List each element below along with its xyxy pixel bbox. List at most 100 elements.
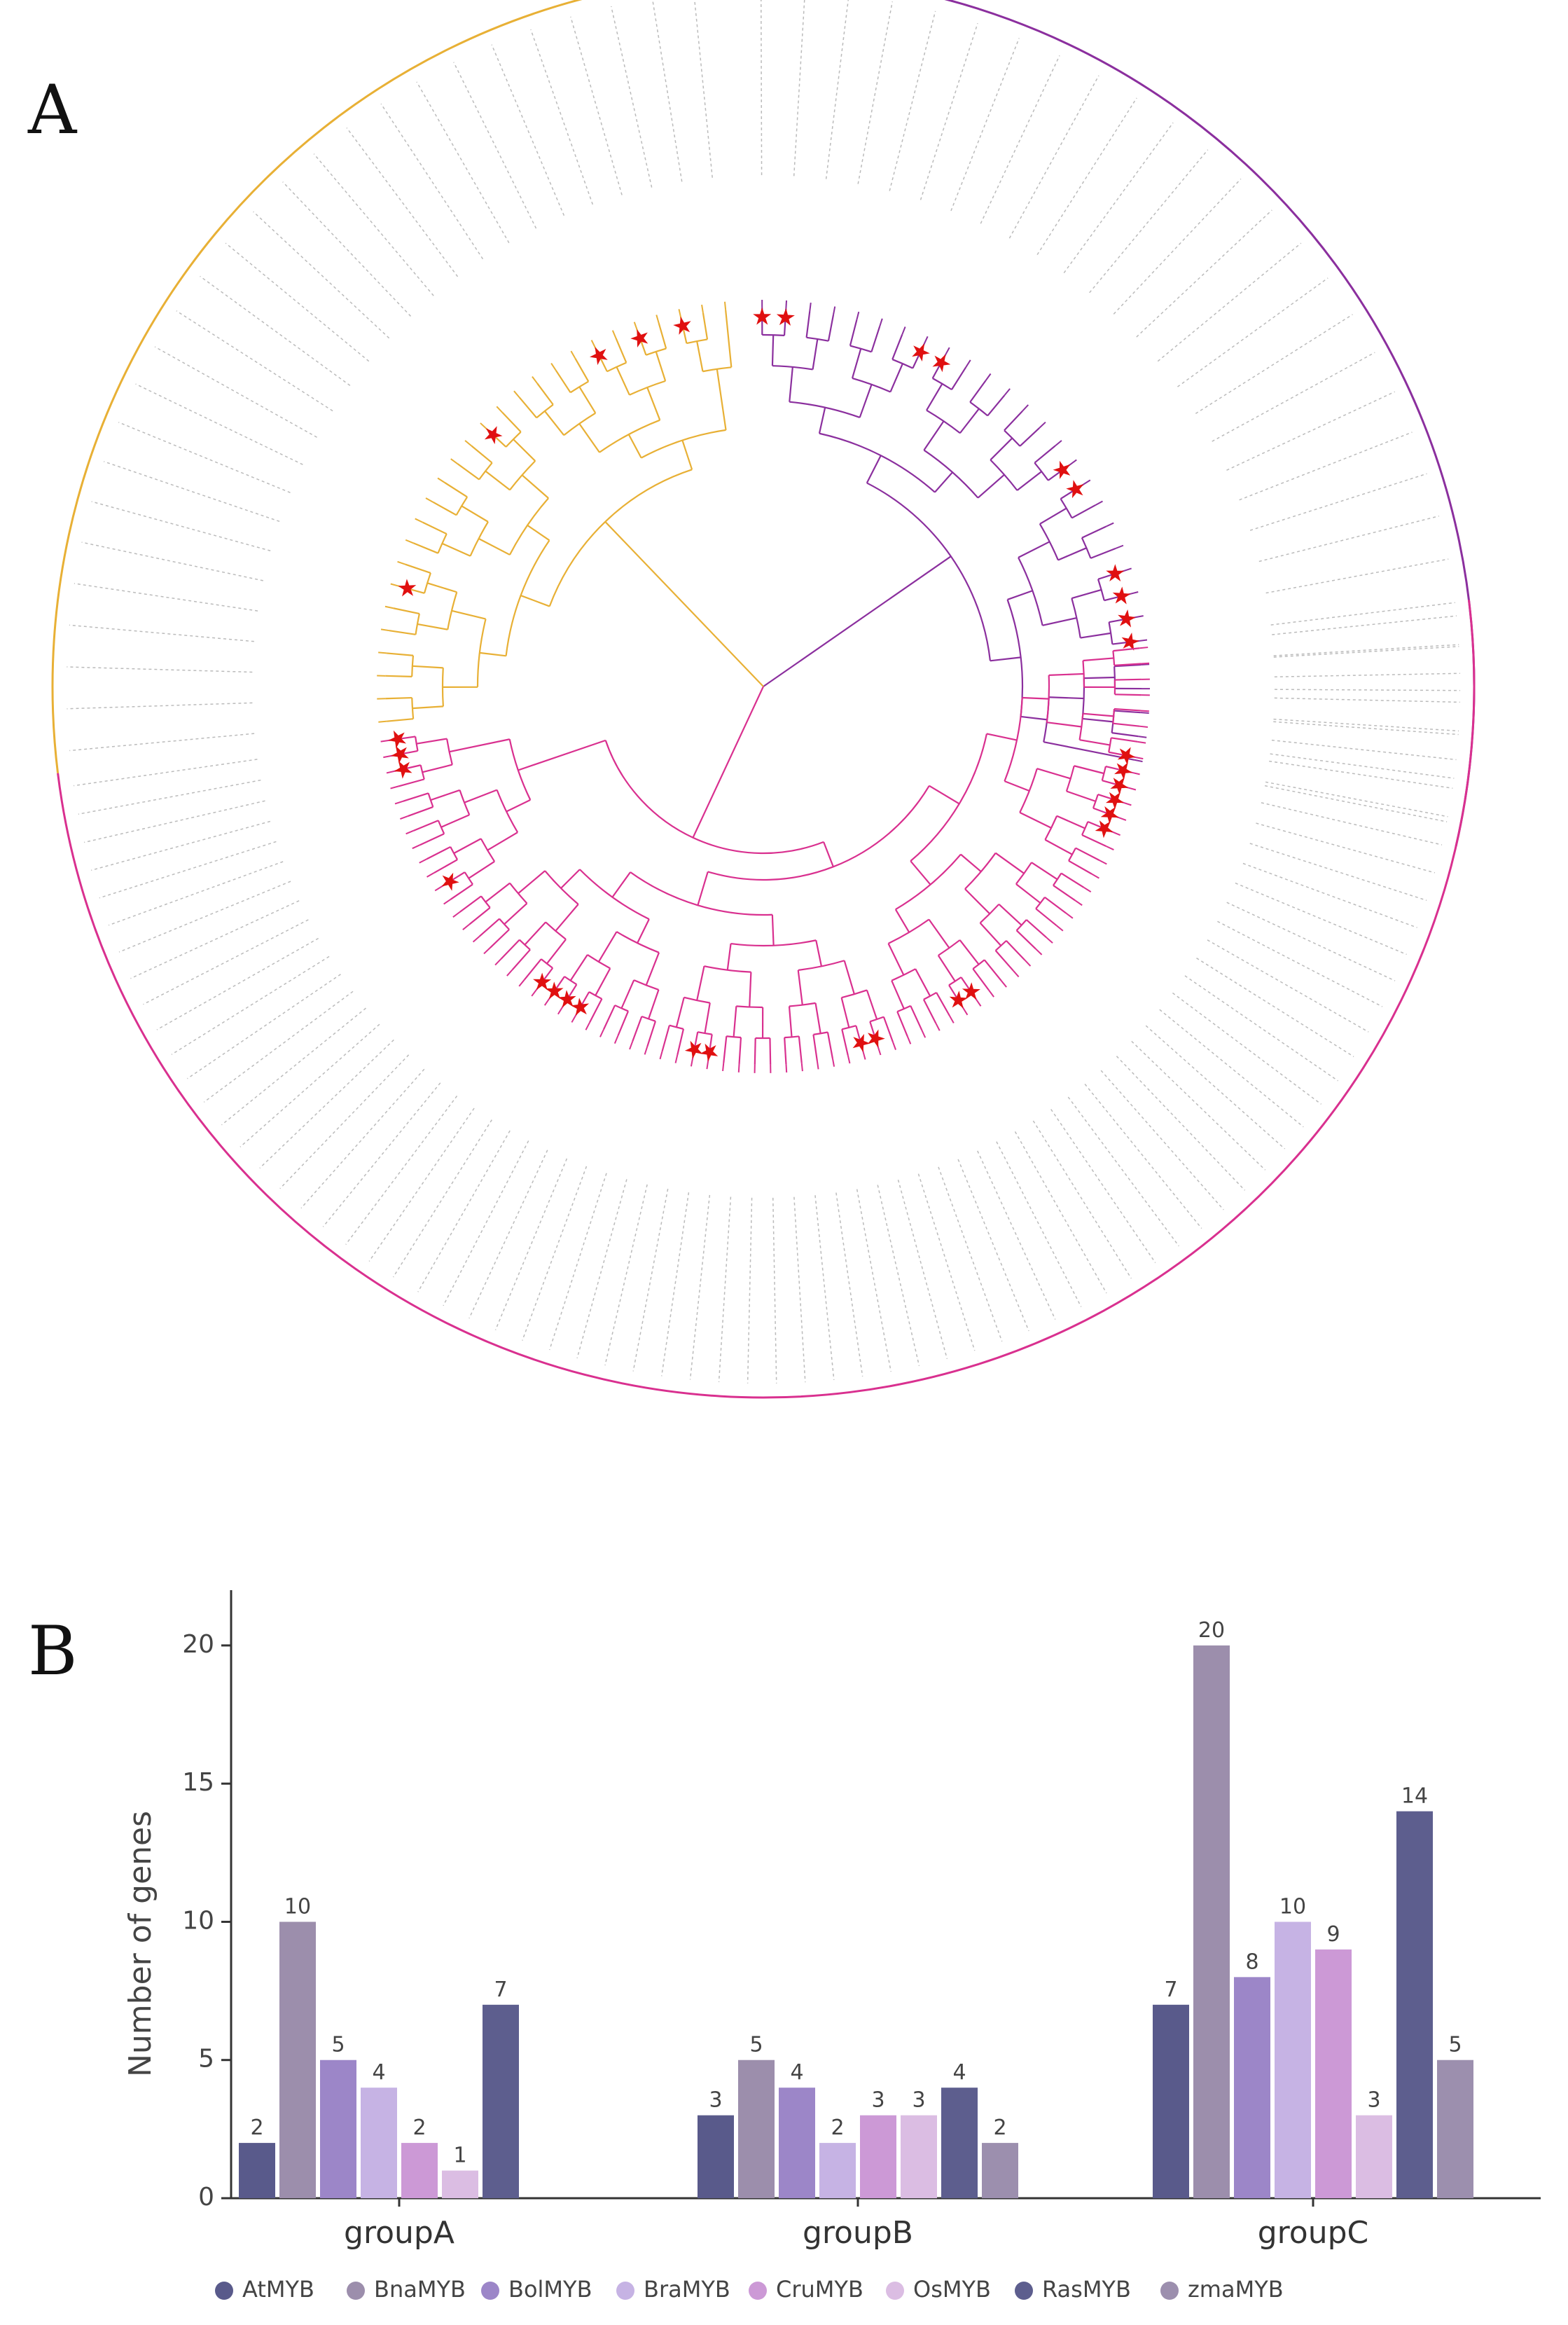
tree-branch [511,948,531,970]
leaf-tip [557,1007,564,1015]
tree-connector [789,1002,816,1007]
leaf-tip [701,304,704,314]
tree-connector [509,882,528,904]
tree-branch [513,439,536,462]
leaf-guide [1249,473,1427,531]
bar [239,2143,275,2198]
tree-branch [1105,765,1132,773]
tree-branch [1074,765,1104,775]
leaf-guide [1100,1070,1224,1210]
leaf-guide [345,1095,458,1246]
leaf-guide [793,0,805,177]
tree-branch [1109,616,1136,623]
tree-branch [1114,694,1142,696]
leaf-guide [957,1159,1029,1332]
leaf-tip [531,988,538,997]
leaf-tip [415,518,423,523]
tree-branch [617,1011,630,1036]
tree-branch [1083,676,1115,679]
tree-connector [923,991,937,1000]
panel-a-letter: A [27,71,78,149]
leaf-tip [1065,912,1074,919]
tree-branch [387,652,414,656]
leaf-tip [1115,544,1124,549]
leaf-guide [74,583,258,612]
leaf-guide [69,733,255,752]
leaf-guide [108,861,284,926]
leaf-guide [491,44,565,216]
bar-value-label: 4 [952,2060,966,2085]
tree-connector [910,733,988,862]
leaf-tip [831,1058,835,1067]
tree-connector [891,359,913,369]
leaf-guide [1271,739,1457,761]
tree-branch [1016,471,1042,491]
leaf-tip [901,326,906,336]
y-tick-label: 0 [198,2183,214,2212]
leaf-tip [611,330,617,339]
tree-branch [859,384,873,418]
legend-label: OsMYB [913,2276,991,2303]
bar-value-label: 3 [709,2088,722,2113]
tree-connector [519,939,531,951]
leaf-tip [1138,736,1147,738]
tree-branch [789,366,793,402]
leaf-tip [384,605,394,609]
tree-branch [928,918,950,948]
tree-connector [505,539,550,656]
tree-branch [389,736,416,741]
tree-branch [826,1032,833,1059]
legend-swatch [347,2282,365,2300]
tree-connector [604,740,824,855]
star-icon: ★ [625,322,655,355]
tree-branch [951,366,967,390]
leaf-tip [1118,816,1127,821]
tree-branch [738,1037,742,1064]
leaf-tip [496,406,504,413]
tree-branch [1036,768,1071,780]
bar [901,2115,937,2198]
tree-branch [704,1002,711,1034]
leaf-tip [1012,970,1020,978]
tree-connector [852,377,891,393]
tree-connector [641,1015,656,1022]
leaf-tip [1139,647,1149,649]
tree-connector [606,361,627,373]
tree-branch [426,582,457,593]
tree-branch [994,852,1025,874]
bar-value-label: 3 [912,2088,925,2113]
x-tick-label: groupB [803,2215,913,2251]
tree-connector [684,996,710,1004]
tree-branch [1082,717,1113,723]
tree-connector [1015,862,1032,885]
leaf-guide [1084,1084,1202,1229]
tree-branch [417,623,448,630]
tree-connector [415,613,420,635]
leaf-guide [417,1130,511,1292]
tree-branch [702,312,709,340]
leaf-tip [613,1035,619,1044]
tree-branch [697,871,709,906]
leaf-guide [576,1179,627,1359]
tree-connector [1004,429,1021,447]
leaf-tip [494,958,502,966]
leaf-guide [380,103,484,260]
tree-connector [849,345,872,353]
tree-branch [501,412,522,433]
tree-connector [1019,768,1038,813]
tree-connector [798,960,845,972]
tree-connector [459,789,471,815]
leaf-tip [1000,980,1007,988]
tree-branch [389,630,416,635]
tree-connector [1018,557,1043,626]
legend-label: AtMYB [242,2276,314,2303]
tree-branch [548,976,565,999]
leaf-guide [1258,515,1439,563]
tree-branch [849,319,858,346]
tree-branch [677,1028,685,1056]
tree-connector [1065,765,1075,792]
leaf-tip [464,440,472,447]
leaf-guide [443,1140,529,1306]
leaf-tip [965,359,971,368]
